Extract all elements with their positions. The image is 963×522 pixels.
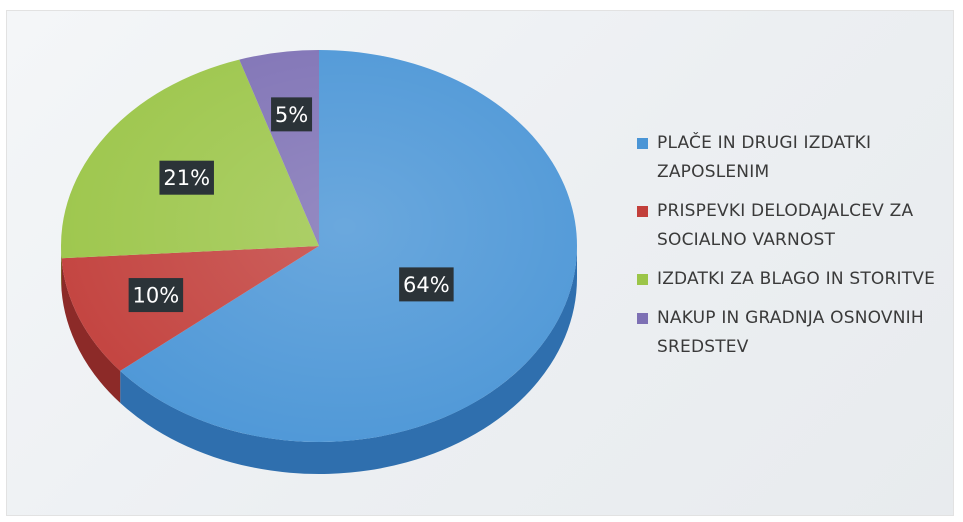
data-label-text-contributions: 10% [133, 284, 180, 308]
legend: PLAČE IN DRUGI IZDATKI ZAPOSLENIM PRISPE… [637, 129, 952, 372]
data-label-text-salaries: 64% [403, 273, 450, 297]
pie-chart: 64% 10% 21% 5% [60, 50, 577, 474]
data-label-text-goods-services: 21% [163, 166, 210, 190]
data-label-box-contributions [128, 278, 184, 313]
legend-label-salaries: PLAČE IN DRUGI IZDATKI ZAPOSLENIM [657, 133, 872, 182]
legend-swatch-goods-services [637, 274, 648, 285]
legend-item-fixed-assets: NAKUP IN GRADNJA OSNOVNIH SREDSTEV [637, 304, 952, 362]
chart-frame: 64% 10% 21% 5% PLAČE IN DRUGI IZDATKI ZAPOS… [6, 10, 954, 516]
data-label-fixed-assets: 5% [271, 97, 313, 132]
legend-swatch-fixed-assets [637, 313, 648, 324]
legend-swatch-salaries [637, 138, 648, 149]
data-label-box-salaries [399, 267, 454, 302]
legend-label-contributions: PRISPEVKI DELODAJALCEV ZA SOCIALNO VARNO… [657, 201, 914, 250]
data-label-goods-services: 21% [159, 160, 214, 195]
data-label-box-goods-services [159, 160, 214, 195]
pie-side-salaries [120, 246, 577, 474]
pie-side-goods-services [61, 246, 62, 291]
pie-side-contributions [61, 258, 121, 403]
data-label-box-fixed-assets [271, 97, 313, 132]
data-label-contributions: 10% [128, 278, 184, 313]
legend-label-fixed-assets: NAKUP IN GRADNJA OSNOVNIH SREDSTEV [657, 308, 924, 357]
legend-item-contributions: PRISPEVKI DELODAJALCEV ZA SOCIALNO VARNO… [637, 197, 952, 255]
legend-item-salaries: PLAČE IN DRUGI IZDATKI ZAPOSLENIM [637, 129, 952, 187]
pie-shine [61, 50, 577, 442]
legend-label-goods-services: IZDATKI ZA BLAGO IN STORITVE [657, 269, 936, 289]
data-label-text-fixed-assets: 5% [275, 103, 308, 127]
data-label-salaries: 64% [399, 267, 454, 302]
legend-item-goods-services: IZDATKI ZA BLAGO IN STORITVE [637, 265, 952, 294]
legend-swatch-contributions [637, 206, 648, 217]
